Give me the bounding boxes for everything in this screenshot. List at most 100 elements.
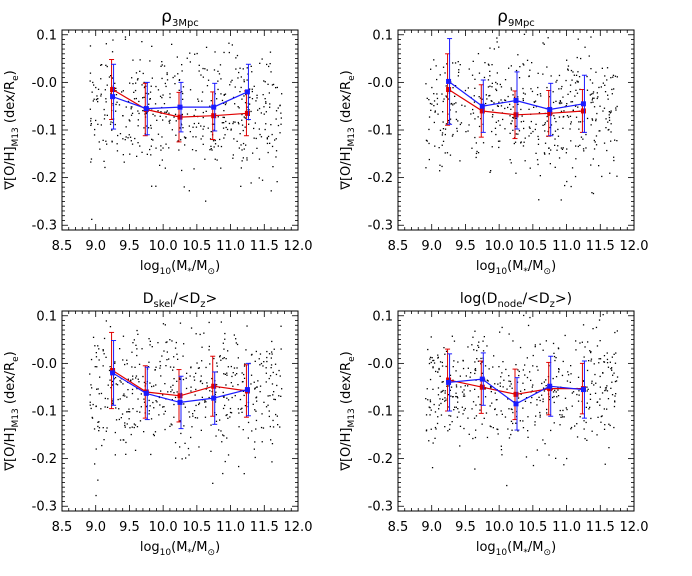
scatter-point (260, 426, 263, 429)
scatter-point (571, 167, 574, 169)
xlabel-close: ) (551, 540, 556, 555)
ylabel-close: ) (3, 70, 18, 75)
scatter-point (447, 430, 449, 432)
scatter-point (510, 108, 512, 110)
scatter-point (433, 121, 435, 124)
scatter-point (238, 123, 240, 125)
scatter-point (596, 345, 599, 347)
scatter-point (155, 384, 157, 386)
scatter-point (206, 385, 208, 387)
scatter-point (562, 409, 564, 412)
scatter-point (133, 426, 135, 429)
scatter-point (442, 100, 444, 103)
scatter-point (615, 352, 617, 354)
scatter-point (464, 385, 466, 387)
scatter-point (104, 114, 106, 116)
scatter-point (238, 426, 240, 428)
scatter-point (557, 395, 560, 397)
scatter-point (210, 450, 212, 452)
xlabel-open: (M (507, 259, 523, 274)
scatter-point (89, 72, 92, 74)
scatter-point (258, 128, 260, 130)
scatter-point (536, 399, 538, 401)
scatter-point (507, 95, 509, 98)
scatter-point (433, 93, 435, 95)
scatter-point (232, 154, 234, 156)
scatter-point (523, 33, 526, 35)
scatter-point (500, 376, 502, 378)
scatter-point (226, 414, 228, 416)
scatter-point (613, 156, 615, 158)
scatter-point (496, 83, 498, 85)
scatter-point (483, 76, 486, 79)
scatter-point (545, 340, 547, 342)
scatter-point (504, 99, 507, 102)
scatter-point (454, 406, 456, 408)
scatter-point (223, 94, 225, 96)
scatter-point (439, 164, 441, 166)
scatter-point (170, 423, 172, 425)
scatter-point (186, 113, 189, 115)
scatter-point (265, 367, 267, 369)
scatter-point (188, 125, 190, 127)
scatter-cloud (425, 314, 619, 487)
scatter-point (529, 371, 531, 373)
scatter-point (195, 333, 197, 335)
scatter-point (467, 87, 469, 89)
y-axis-label: ∇[O/H]M13 (dex/Re) (3, 351, 21, 471)
scatter-point (606, 385, 608, 387)
scatter-point (582, 138, 584, 140)
scatter-point (280, 123, 282, 125)
scatter-point (200, 380, 202, 382)
scatter-point (463, 427, 465, 430)
scatter-point (152, 139, 154, 141)
scatter-point (225, 126, 227, 129)
scatter-point (510, 420, 513, 422)
scatter-point (576, 436, 579, 438)
scatter-point (228, 51, 230, 54)
scatter-point (89, 394, 91, 396)
scatter-point (461, 104, 463, 106)
scatter-point (164, 428, 166, 431)
scatter-point (570, 428, 572, 430)
scatter-point (183, 403, 185, 405)
scatter-point (590, 93, 593, 95)
scatter-point (251, 90, 253, 93)
scatter-point (126, 396, 128, 398)
scatter-point (612, 374, 614, 376)
scatter-point (197, 98, 199, 100)
scatter-point (538, 199, 540, 201)
scatter-point (254, 387, 256, 389)
scatter-point (134, 89, 137, 92)
scatter-point (200, 429, 202, 431)
scatter-point (597, 96, 599, 98)
scatter-point (142, 97, 144, 99)
scatter-point (608, 128, 610, 131)
scatter-point (591, 382, 593, 384)
scatter-point (434, 110, 436, 112)
scatter-point (522, 87, 524, 90)
scatter-point (470, 113, 472, 115)
scatter-point (92, 100, 94, 102)
scatter-point (126, 359, 128, 361)
scatter-point (152, 433, 155, 436)
scatter-point (574, 425, 576, 427)
scatter-point (604, 463, 606, 465)
scatter-point (214, 93, 216, 95)
scatter-point (194, 109, 197, 111)
scatter-point (435, 428, 437, 430)
scatter-point (478, 341, 480, 343)
scatter-point (243, 79, 245, 81)
scatter-point (562, 147, 564, 149)
scatter-point (459, 445, 461, 447)
scatter-point (182, 92, 184, 95)
scatter-point (499, 385, 501, 387)
scatter-point (255, 428, 257, 430)
scatter-point (190, 436, 192, 439)
scatter-point (172, 76, 174, 79)
x-tick-label: 11.0 (552, 520, 581, 535)
scatter-point (176, 380, 178, 382)
scatter-point (159, 367, 161, 369)
scatter-point (270, 124, 272, 126)
data-point-blue (479, 103, 485, 109)
